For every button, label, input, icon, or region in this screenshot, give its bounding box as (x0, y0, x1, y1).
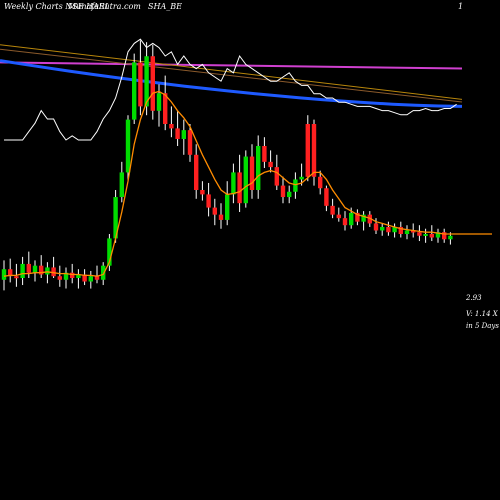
candle-body (88, 276, 93, 282)
price-label: 2.93 (465, 294, 482, 302)
candle-body (1, 269, 7, 280)
volume-label: V: 1.14 X (466, 310, 499, 318)
candle-body (442, 232, 447, 240)
candle-body (280, 185, 286, 198)
candle-body (101, 265, 106, 280)
candle-body (423, 234, 428, 236)
candle-body (45, 267, 50, 275)
watermark-text: MunafaSutra.com (67, 2, 141, 11)
ma-short-orange-line (3, 90, 492, 277)
candle-body (225, 194, 230, 220)
ma-gold-line (0, 44, 463, 100)
candle-body (8, 269, 13, 277)
candle-body (181, 130, 186, 139)
candle-body (355, 212, 360, 222)
candle-body (156, 93, 162, 111)
candle-body (26, 263, 31, 273)
candle-body (187, 130, 193, 155)
candle-body (163, 93, 168, 124)
volume-line (4, 38, 457, 141)
candle-body (125, 119, 131, 173)
candle-body (367, 214, 372, 224)
candle-body (119, 172, 124, 198)
candle-body (373, 223, 379, 231)
ma-long-blue-line (0, 59, 463, 108)
candle-body (435, 232, 441, 238)
candle-body (212, 207, 217, 215)
candle-body (243, 156, 248, 204)
candle-body (51, 267, 56, 277)
candles-layer (1, 40, 492, 291)
candle-body (318, 176, 323, 189)
candle-body (231, 172, 236, 195)
candle-body (237, 172, 242, 204)
chart-symbol: SHA_BE (148, 2, 182, 11)
ma-brown-line (0, 48, 463, 103)
candle-body (132, 62, 137, 120)
ma-magenta-line (0, 61, 463, 70)
average-period-label: in 5 Days (466, 322, 499, 330)
candle-body (411, 230, 416, 233)
candle-body (150, 56, 155, 111)
candle-body (76, 274, 81, 278)
candle-body (311, 124, 317, 177)
candle-body (138, 62, 143, 107)
candle-body (256, 146, 261, 190)
chart-header-right: 1 (458, 2, 463, 11)
candle-body (268, 161, 273, 168)
candle-body (386, 226, 391, 233)
candle-body (361, 214, 366, 222)
candle-body (39, 265, 44, 275)
candle-body (249, 156, 255, 190)
candle-body (63, 272, 69, 280)
candle-body (20, 263, 25, 278)
candle-body (299, 176, 304, 180)
candle-body (293, 179, 298, 192)
candle-body (57, 276, 62, 280)
candle-body (82, 274, 87, 282)
candle-body (262, 146, 267, 162)
candle-body (392, 226, 397, 233)
candle-body (448, 235, 453, 240)
candle-body (70, 272, 75, 278)
candle-body (14, 276, 19, 279)
candle-body (32, 265, 38, 273)
candle-body (194, 154, 199, 190)
candle-body (305, 124, 310, 177)
candle-body (380, 226, 385, 231)
candle-body (324, 188, 329, 206)
candle-body (417, 232, 422, 236)
chart-header-left: Weekly Charts NSE HARI (4, 2, 109, 11)
candle-body (94, 276, 100, 280)
candle-body (200, 190, 205, 195)
candle-body (398, 226, 403, 234)
candle-body (113, 197, 118, 239)
candle-body (349, 212, 354, 226)
candle-body (287, 191, 292, 198)
candle-body (107, 238, 112, 266)
candle-body (429, 234, 434, 238)
candle-body (144, 56, 149, 107)
candle-body (336, 214, 341, 219)
candle-body (342, 218, 348, 226)
candle-body (206, 194, 211, 208)
moving-average-lines (0, 44, 463, 108)
candle-body (404, 230, 410, 234)
candle-body (169, 124, 174, 129)
candle-body (175, 128, 180, 139)
candle-body (218, 214, 224, 220)
volume-line-layer (4, 38, 457, 141)
candle-body (330, 205, 335, 215)
candle-body (274, 167, 279, 186)
